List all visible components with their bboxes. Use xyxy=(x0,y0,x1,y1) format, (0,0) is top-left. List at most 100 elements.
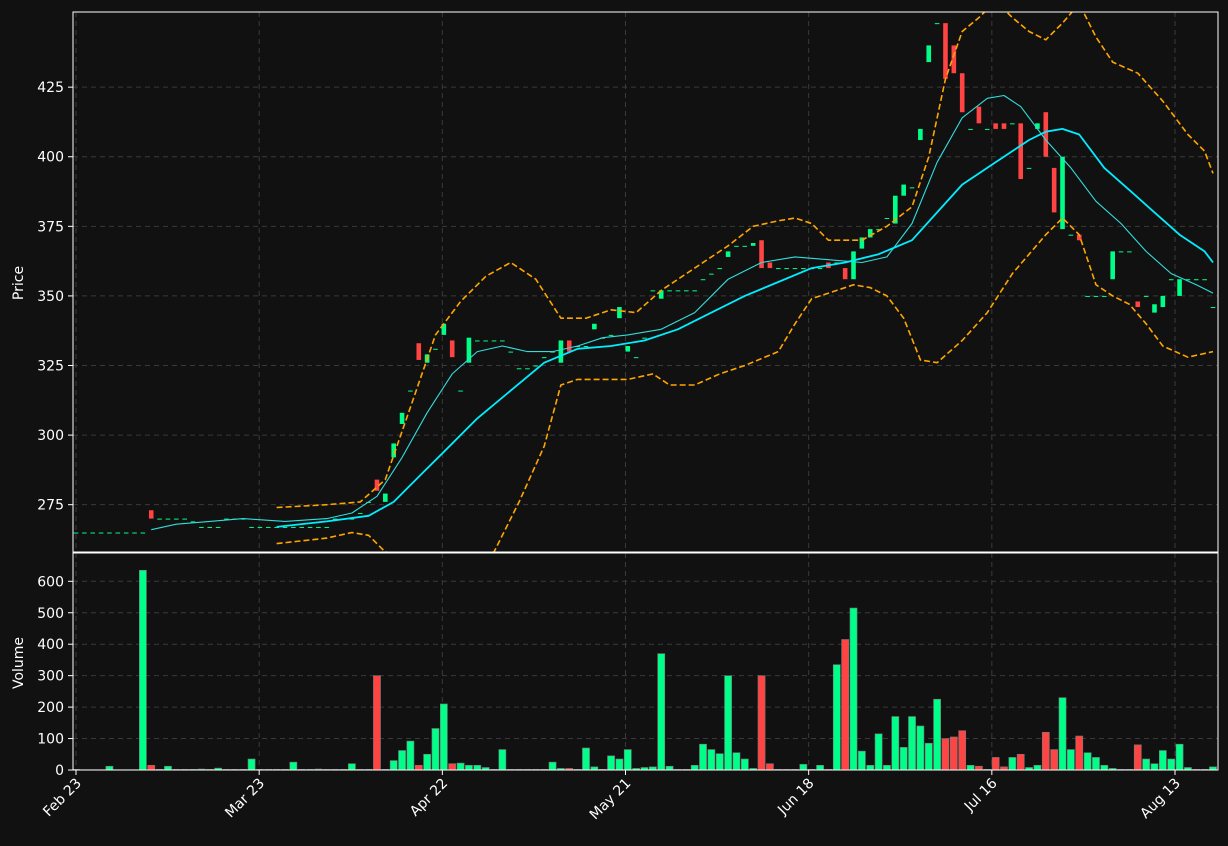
candle-body xyxy=(901,185,906,196)
volume-bar xyxy=(917,726,924,770)
price-tick-label: 425 xyxy=(37,80,64,96)
candle-body xyxy=(759,240,764,268)
volume-bar xyxy=(800,764,807,770)
volume-bar xyxy=(1042,732,1049,770)
volume-tick-label: 300 xyxy=(37,669,64,685)
volume-bar xyxy=(616,759,623,770)
candle-body xyxy=(291,527,296,528)
volume-bar xyxy=(624,750,631,770)
candle-body xyxy=(1169,279,1174,280)
candle-body xyxy=(768,263,773,269)
volume-bar xyxy=(908,717,915,770)
candle-body xyxy=(1010,123,1015,124)
candle-body xyxy=(157,519,162,520)
volume-bar xyxy=(139,570,146,770)
volume-bar xyxy=(766,764,773,770)
candle-body xyxy=(667,290,672,291)
price-tick-label: 350 xyxy=(37,289,64,305)
volume-bar xyxy=(1168,759,1175,770)
price-axis-label: Price xyxy=(11,266,27,300)
candle-body xyxy=(483,340,488,341)
volume-bar xyxy=(817,765,824,770)
candle-body xyxy=(1052,168,1057,213)
volume-bar xyxy=(708,750,715,770)
candle-body xyxy=(90,533,95,534)
candle-body xyxy=(935,23,940,24)
candle-body xyxy=(107,533,112,534)
candle-body xyxy=(249,527,254,528)
price-tick-label: 375 xyxy=(37,219,64,235)
volume-bar xyxy=(925,743,932,770)
candle-body xyxy=(885,218,890,219)
volume-axis-label: Volume xyxy=(11,637,27,689)
volume-bar xyxy=(1084,753,1091,770)
candle-body xyxy=(851,251,856,279)
candle-body xyxy=(985,129,990,130)
volume-bar xyxy=(942,739,949,770)
volume-bar xyxy=(934,699,941,770)
volume-bar xyxy=(608,756,615,770)
candle-body xyxy=(1194,279,1199,280)
candle-body xyxy=(701,279,706,280)
candle-body xyxy=(508,352,513,353)
volume-bar xyxy=(959,731,966,770)
volume-bar xyxy=(549,762,556,770)
candle-body xyxy=(734,246,739,247)
volume-bar xyxy=(106,766,113,770)
candle-body xyxy=(692,290,697,291)
candle-body xyxy=(743,246,748,247)
candle-body xyxy=(258,527,263,528)
volume-bar xyxy=(457,763,464,770)
volume-bar xyxy=(725,676,732,770)
volume-bar xyxy=(440,704,447,770)
candle-body xyxy=(1002,123,1007,129)
volume-bar xyxy=(892,717,899,770)
volume-bar xyxy=(658,654,665,770)
candle-body xyxy=(299,527,304,528)
candle-body xyxy=(625,346,630,352)
candle-body xyxy=(567,340,572,351)
candle-body xyxy=(132,533,137,534)
candle-body xyxy=(651,290,656,291)
candle-body xyxy=(1110,251,1115,279)
candle-body xyxy=(325,527,330,528)
candle-body xyxy=(968,129,973,130)
volume-bar xyxy=(967,765,974,770)
candle-body xyxy=(592,324,597,330)
candle-body xyxy=(1135,301,1140,307)
candle-body xyxy=(492,340,497,341)
volume-bar xyxy=(666,766,673,770)
candle-body xyxy=(1069,235,1074,236)
volume-bar xyxy=(1092,757,1099,770)
volume-tick-label: 400 xyxy=(37,637,64,653)
candle-body xyxy=(1161,296,1166,307)
candle-body xyxy=(416,343,421,360)
candle-body xyxy=(1085,296,1090,297)
candle-body xyxy=(952,45,957,73)
candle-body xyxy=(400,413,405,424)
candle-body xyxy=(308,527,313,528)
volume-bar xyxy=(883,765,890,770)
candle-body xyxy=(358,513,363,514)
candle-body xyxy=(99,533,104,534)
volume-bar xyxy=(741,759,748,770)
candle-body xyxy=(684,290,689,291)
volume-bar xyxy=(373,676,380,770)
candle-body xyxy=(1102,296,1107,297)
volume-bar xyxy=(875,734,882,770)
volume-bar xyxy=(1059,698,1066,770)
candle-body xyxy=(559,340,564,362)
candle-body xyxy=(617,307,622,318)
price-tick-label: 400 xyxy=(37,150,64,166)
volume-bar xyxy=(398,751,405,770)
candle-body xyxy=(1144,296,1149,297)
candle-body xyxy=(1119,251,1124,252)
volume-bar xyxy=(1051,750,1058,770)
volume-bar xyxy=(833,665,840,770)
volume-bar xyxy=(1034,765,1041,770)
volume-bar xyxy=(1076,736,1083,770)
candle-body xyxy=(525,368,530,369)
volume-bar xyxy=(858,751,865,770)
candle-body xyxy=(642,338,647,339)
candle-body xyxy=(199,527,204,528)
